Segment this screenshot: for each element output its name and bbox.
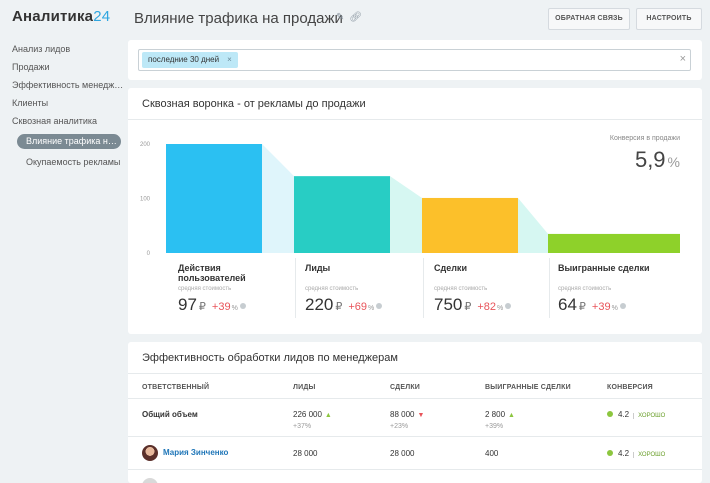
row-divider	[128, 469, 702, 470]
column-header-deals[interactable]: СДЕЛКИ	[390, 384, 421, 391]
total-won-delta: +39%	[485, 423, 504, 430]
stage-value: 220 ₽ +69%	[305, 295, 383, 315]
panel-divider	[128, 373, 702, 374]
stage-sub: средняя стоимость	[305, 286, 359, 292]
clear-filter-icon[interactable]: ×	[679, 53, 686, 65]
stage-sub: средняя стоимость	[558, 286, 612, 292]
stage-sub: средняя стоимость	[178, 286, 232, 292]
status-dot-icon	[607, 450, 613, 456]
status-badge: ХОРОШО	[633, 452, 666, 458]
status-badge: ХОРОШО	[633, 413, 666, 419]
sidebar: Аналитика24 Анализ лидов Продажи Эффекти…	[0, 0, 128, 483]
chip-close-icon[interactable]: ×	[227, 55, 232, 64]
y-tick-label: 100	[140, 197, 151, 203]
total-deals-delta: +23%	[390, 423, 409, 430]
stage-divider	[295, 258, 296, 318]
stage-label-actions: Действия пользователей	[178, 263, 246, 283]
stage-value: 97 ₽ +39%	[178, 295, 246, 315]
sidebar-item-end-to-end[interactable]: Сквозная аналитика	[12, 116, 98, 126]
stage-label-won-deals: Выигранные сделки	[558, 263, 650, 273]
panel-divider	[128, 119, 702, 120]
total-row-label: Общий объем	[142, 410, 198, 419]
funnel-chart: 200 100 0	[140, 142, 680, 257]
stage-divider	[423, 258, 424, 318]
trend-down-icon: ▼	[417, 412, 425, 419]
column-header-conversion[interactable]: КОНВЕРСИЯ	[607, 384, 653, 391]
avatar[interactable]	[142, 478, 158, 483]
manager-name-link[interactable]: Мария Зинченко	[163, 448, 229, 457]
funnel-panel: Сквозная воронка - от рекламы до продажи…	[128, 88, 702, 334]
row-divider	[128, 436, 702, 437]
filter-bar: последние 30 дней × ×	[128, 40, 702, 80]
funnel-band	[390, 176, 422, 253]
settings-button[interactable]: НАСТРОИТЬ	[636, 8, 702, 30]
column-header-owner[interactable]: ОТВЕТСТВЕННЫЙ	[142, 384, 210, 391]
row-won: 400	[485, 449, 499, 458]
info-icon[interactable]	[376, 303, 383, 309]
filter-input[interactable]: последние 30 дней × ×	[138, 49, 691, 71]
info-icon[interactable]	[239, 303, 246, 309]
info-icon[interactable]	[619, 303, 626, 309]
total-deals: 88 000 ▼	[390, 410, 425, 419]
funnel-bar[interactable]	[166, 144, 262, 253]
filter-chip[interactable]: последние 30 дней ×	[142, 52, 238, 68]
sidebar-item-manager-efficiency[interactable]: Эффективность менеджеров	[12, 80, 124, 90]
managers-table-panel: Эффективность обработки лидов по менедже…	[128, 342, 702, 483]
stage-value: 64 ₽ +39%	[558, 295, 626, 315]
funnel-bar[interactable]	[548, 233, 680, 253]
total-conversion: 4.2 ХОРОШО	[607, 410, 666, 419]
stage-value: 750 ₽ +82%	[434, 295, 512, 315]
total-leads-delta: +37%	[293, 423, 312, 430]
app-logo[interactable]: Аналитика24	[12, 8, 111, 25]
stage-label-leads: Лиды	[305, 263, 331, 273]
pencil-icon[interactable]: ✎	[336, 12, 345, 23]
column-header-leads[interactable]: ЛИДЫ	[293, 384, 316, 391]
y-tick-label: 0	[147, 251, 151, 257]
funnel-band	[518, 197, 548, 253]
funnel-bar[interactable]	[294, 176, 390, 253]
conversion-label: Конверсия в продажи	[609, 135, 680, 142]
sidebar-item-leads-analysis[interactable]: Анализ лидов	[12, 44, 71, 54]
stage-sub: средняя стоимость	[434, 286, 488, 292]
funnel-title: Сквозная воронка - от рекламы до продажи	[142, 98, 366, 110]
header-divider	[128, 398, 702, 399]
avatar[interactable]	[142, 445, 158, 461]
y-tick-label: 200	[140, 142, 151, 148]
sidebar-subitem-traffic-impact[interactable]: Влияние трафика на продажи	[17, 134, 121, 149]
sidebar-item-sales[interactable]: Продажи	[12, 62, 50, 72]
title-actions: ✎ 🔗︎	[336, 12, 367, 23]
row-conversion: 4.2 ХОРОШО	[607, 449, 666, 458]
sidebar-subitem-ad-payback[interactable]: Окупаемость рекламы	[26, 157, 121, 167]
trend-up-icon: ▲	[508, 412, 515, 419]
stage-label-deals: Сделки	[434, 263, 467, 273]
table-title: Эффективность обработки лидов по менедже…	[142, 352, 398, 364]
conversion-value: 5,9%	[634, 147, 680, 172]
funnel-bar[interactable]	[422, 197, 518, 253]
page-title: Влияние трафика на продажи	[134, 10, 343, 27]
feedback-button[interactable]: ОБРАТНАЯ СВЯЗЬ	[548, 8, 630, 30]
total-leads: 226 000 ▲	[293, 410, 332, 419]
funnel-band	[262, 144, 294, 253]
row-leads: 28 000	[293, 449, 318, 458]
status-dot-icon	[607, 411, 613, 417]
link-icon[interactable]: 🔗︎	[349, 12, 363, 23]
row-deals: 28 000	[390, 449, 415, 458]
column-header-won-deals[interactable]: ВЫИГРАННЫЕ СДЕЛКИ	[485, 384, 571, 391]
total-won: 2 800 ▲	[485, 410, 515, 419]
trend-up-icon: ▲	[324, 412, 332, 419]
stage-divider	[549, 258, 550, 318]
sidebar-item-clients[interactable]: Клиенты	[12, 98, 49, 108]
info-icon[interactable]	[505, 303, 512, 309]
